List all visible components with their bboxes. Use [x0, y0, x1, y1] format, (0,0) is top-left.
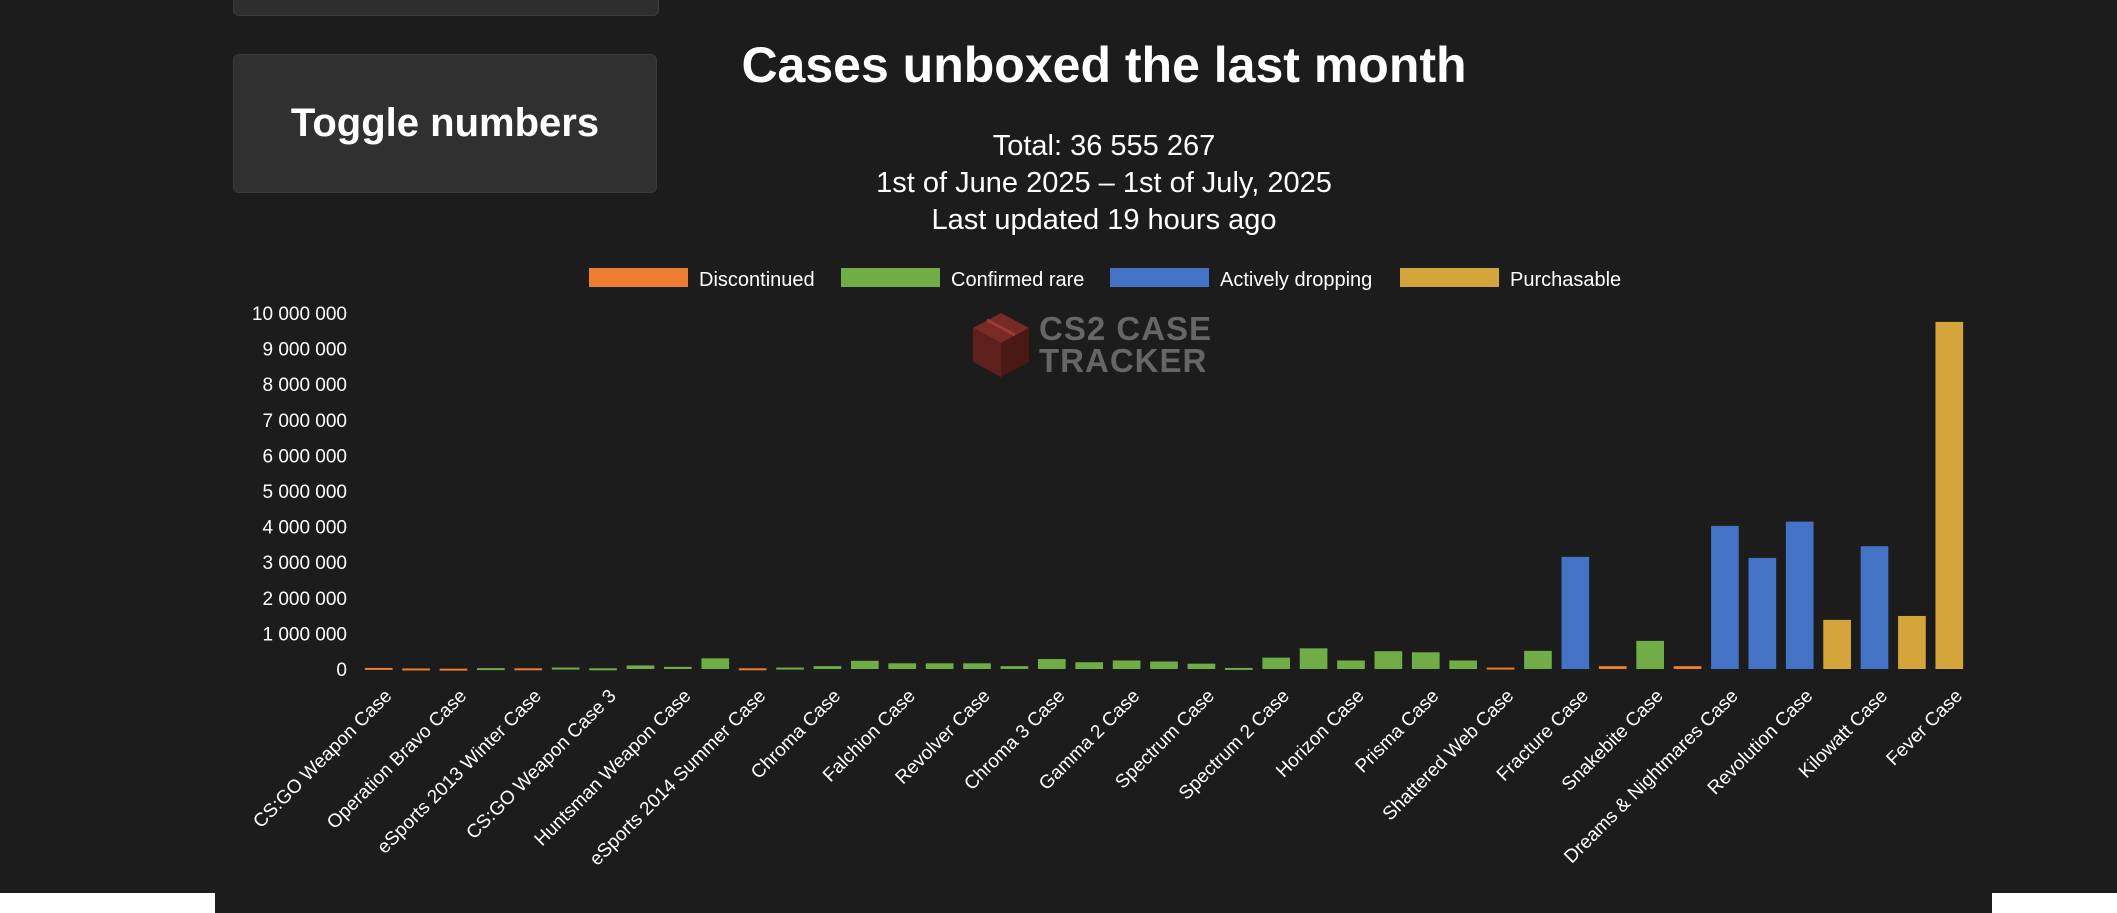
bar — [589, 668, 617, 671]
bar — [925, 663, 954, 669]
x-tick-label: Fever Case — [1883, 686, 1967, 770]
y-tick-label: 1 000 000 — [262, 624, 347, 645]
y-tick-label: 6 000 000 — [262, 446, 347, 467]
bar — [1748, 557, 1777, 669]
y-tick-label: 7 000 000 — [262, 411, 347, 432]
bar — [1112, 660, 1141, 669]
bar — [1860, 546, 1889, 669]
bar — [1449, 660, 1477, 669]
x-tick-label: Shattered Web Case — [1379, 686, 1518, 825]
y-tick-label: 4 000 000 — [262, 518, 347, 539]
toggle-numbers-button[interactable]: Toggle numbers — [233, 54, 657, 193]
y-tick-label: 5 000 000 — [262, 482, 347, 503]
watermark-line-1: CS2 CASE — [1039, 310, 1212, 347]
bar — [1299, 648, 1328, 669]
bar — [477, 668, 505, 671]
bar — [776, 667, 804, 670]
date-range: 1st of June 2025 – 1st of July, 2025 — [876, 167, 1332, 199]
legend-swatch-discontinued — [589, 268, 688, 287]
bar — [1224, 667, 1253, 670]
y-tick-label: 10 000 000 — [252, 304, 347, 325]
bar — [551, 667, 580, 670]
bar — [851, 660, 879, 669]
bar — [1486, 667, 1515, 670]
x-tick-label: CS:GO Weapon Case — [249, 686, 396, 833]
bar — [1711, 525, 1739, 669]
watermark-line-2: TRACKER — [1039, 342, 1207, 379]
bar — [1374, 651, 1403, 669]
chart-legend: Discontinued Confirmed rare Actively dropp… — [589, 268, 1621, 291]
bar — [1935, 321, 1964, 669]
bar — [963, 663, 991, 669]
previous-control-button[interactable] — [233, 0, 659, 16]
total-count: Total: 36 555 267 — [992, 130, 1216, 162]
y-tick-label: 2 000 000 — [262, 589, 347, 610]
bar — [701, 658, 730, 669]
legend-label: Actively dropping — [1220, 269, 1372, 291]
x-tick-label: CS:GO Weapon Case 3 — [463, 686, 621, 844]
bar — [813, 666, 842, 669]
bar — [439, 668, 468, 671]
bar — [1524, 650, 1552, 669]
bar — [664, 666, 692, 669]
y-tick-label: 8 000 000 — [262, 375, 347, 396]
bar — [738, 668, 767, 671]
bar — [514, 668, 543, 671]
bar — [1037, 659, 1066, 669]
chart-panel-bottom-edge — [215, 893, 1992, 913]
bar — [1785, 521, 1814, 669]
bar — [1337, 660, 1365, 669]
legend-swatch-confirmed-rare — [841, 268, 940, 287]
bar — [1000, 666, 1029, 669]
bar — [402, 668, 430, 671]
bar — [888, 663, 917, 669]
bar — [1150, 661, 1178, 669]
bar — [1673, 666, 1702, 669]
y-axis: 0 1 000 000 2 000 000 3 000 000 4 000 000 5 0… — [252, 304, 347, 681]
watermark-logo: CS2 CASE TRACKER — [973, 310, 1212, 379]
crate-icon — [973, 313, 1029, 377]
bar — [1187, 663, 1216, 669]
y-tick-label: 3 000 000 — [262, 553, 347, 574]
y-tick-label: 9 000 000 — [262, 340, 347, 361]
bar-chart: CS2 CASE TRACKER Discontinued Confirmed r… — [249, 268, 1967, 870]
bar — [1075, 662, 1104, 669]
legend-label: Purchasable — [1510, 269, 1621, 291]
legend-label: Confirmed rare — [951, 269, 1084, 291]
bar-series — [364, 321, 1964, 671]
bar — [1636, 640, 1664, 669]
bar — [1411, 652, 1440, 669]
page-title: Cases unboxed the last month — [741, 37, 1467, 93]
bar — [1823, 619, 1851, 669]
bar — [1561, 556, 1590, 669]
last-updated: Last updated 19 hours ago — [931, 204, 1277, 236]
x-tick-label: Operation Bravo Case — [323, 686, 471, 834]
y-tick-label: 0 — [336, 660, 347, 681]
bar — [1898, 615, 1926, 669]
bar — [626, 665, 655, 669]
bar — [1262, 657, 1291, 669]
x-tick-label: Huntsman Weapon Case — [531, 686, 696, 851]
bar — [1598, 666, 1627, 669]
bar — [364, 667, 393, 670]
legend-label: Discontinued — [699, 269, 815, 291]
legend-swatch-actively-dropping — [1110, 268, 1209, 287]
legend-swatch-purchasable — [1400, 268, 1499, 287]
